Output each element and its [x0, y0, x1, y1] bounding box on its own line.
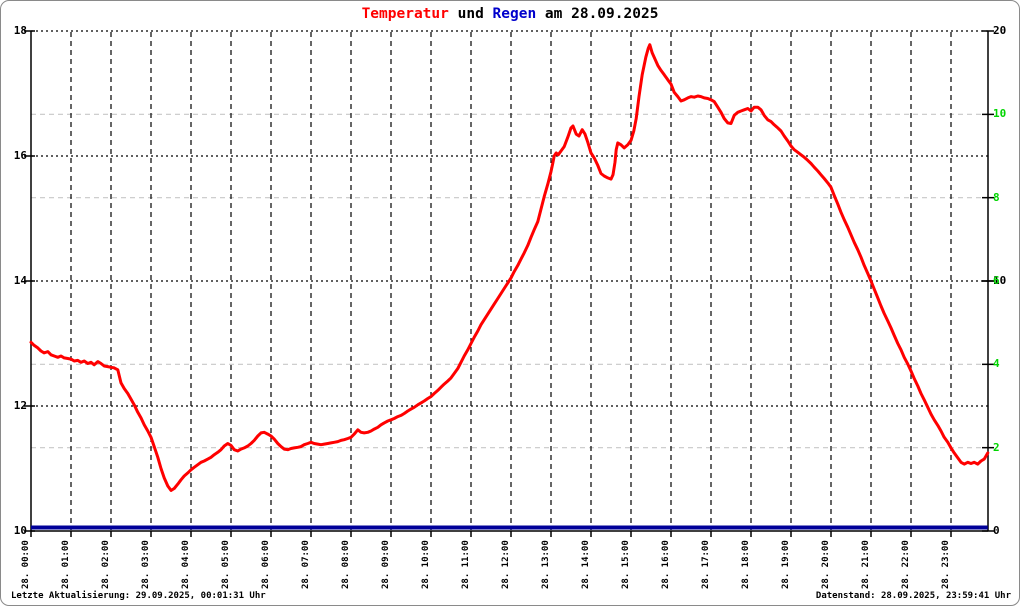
x-axis-time-label: 28. 11:00 — [461, 540, 471, 589]
chart-title-und: und — [448, 6, 493, 22]
x-axis-time-label: 28. 01:00 — [61, 540, 71, 589]
x-axis-time-label: 28. 07:00 — [301, 540, 311, 589]
left-axis-tick-label: 18 — [13, 24, 27, 37]
chart-title-regen: Regen — [492, 6, 537, 22]
chart-title-temperature: Temperatur — [361, 6, 449, 22]
x-axis-time-label: 28. 06:00 — [261, 540, 271, 589]
x-axis-time-label: 28. 04:00 — [181, 540, 191, 589]
x-axis-time-label: 28. 15:00 — [621, 540, 631, 589]
left-axis-tick-label: 14 — [13, 274, 27, 287]
x-axis-time-label: 28. 18:00 — [741, 540, 751, 589]
x-axis-time-label: 28. 05:00 — [221, 540, 231, 589]
x-axis-time-label: 28. 02:00 — [101, 540, 111, 589]
right-axis-black-tick-label: 20 — [993, 24, 1007, 37]
x-axis-time-label: 28. 03:00 — [141, 540, 151, 589]
x-axis-time-label: 28. 10:00 — [421, 540, 431, 589]
x-axis-time-label: 28. 08:00 — [341, 540, 351, 589]
x-axis-time-label: 28. 13:00 — [541, 540, 551, 589]
chart-title: Temperatur und Regen am 28.09.2025 — [1, 6, 1019, 22]
right-axis-green-tick-label: 10 — [993, 107, 1007, 121]
x-axis-time-label: 28. 16:00 — [661, 540, 671, 589]
temperature-line — [29, 43, 990, 492]
last-update-text: Letzte Aktualisierung: 29.09.2025, 00:01… — [11, 591, 266, 601]
x-axis-time-label: 28. 09:00 — [381, 540, 391, 589]
x-axis-time-label: 28. 23:00 — [941, 540, 951, 589]
data-status-text: Datenstand: 28.09.2025, 23:59:41 Uhr — [815, 591, 1011, 601]
left-axis-tick-label: 12 — [13, 399, 27, 412]
right-axis-green-tick-label: 6 — [993, 274, 1000, 287]
right-axis-black-tick-label: 0 — [993, 524, 1000, 537]
left-axis-tick-label: 10 — [13, 524, 27, 537]
right-axis-black-tick-label: 10 — [993, 274, 1007, 287]
left-axis-tick-label: 16 — [13, 149, 27, 162]
x-axis-time-label: 28. 17:00 — [701, 540, 711, 589]
right-axis-green-tick-label: 4 — [993, 357, 1000, 371]
right-axis-green-tick-label: 8 — [993, 190, 1000, 204]
x-axis-time-label: 28. 14:00 — [581, 540, 591, 589]
x-axis-time-label: 28. 19:00 — [781, 540, 791, 589]
chart-title-date: am 28.09.2025 — [536, 6, 659, 22]
x-axis-time-label: 28. 20:00 — [821, 540, 831, 589]
x-axis-time-label: 28. 21:00 — [861, 540, 871, 589]
x-axis-time-label: 28. 12:00 — [501, 540, 511, 589]
x-axis-time-label: 28. 22:00 — [901, 540, 911, 589]
x-axis-time-label: 28. 00:00 — [21, 540, 31, 589]
right-axis-green-tick-label: 2 — [993, 440, 1000, 454]
